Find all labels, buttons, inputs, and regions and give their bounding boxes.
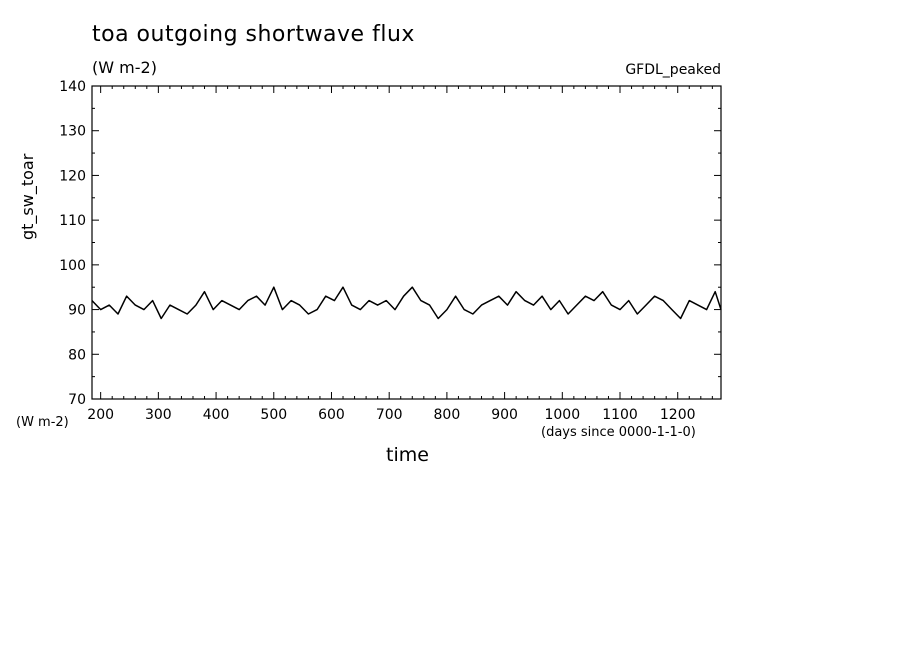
y-tick-label: 140 [59,79,86,95]
x-tick-label: 200 [87,407,114,423]
x-tick-label: 900 [491,407,518,423]
y-tick-label: 90 [68,303,86,319]
chart-title: toa outgoing shortwave flux [92,22,415,47]
y-tick-label: 120 [59,168,86,184]
y-axis-units: (W m-2) [16,415,69,430]
tick-labels: 200 300 400 500 600 700 800 900 1000 1100 1200 70 80… [59,79,695,423]
x-tick-label: 400 [203,407,230,423]
series-line [91,286,722,320]
y-tick-label: 110 [59,213,86,229]
chart-subtitle: (W m-2) [92,58,157,77]
x-tick-label: 600 [318,407,345,423]
y-tick-label: 80 [68,347,86,363]
y-tick-label: 70 [68,392,86,408]
y-tick-label: 130 [59,124,86,140]
x-tick-label: 700 [376,407,403,423]
x-tick-label: 1100 [602,407,638,423]
x-tick-label: 1000 [544,407,580,423]
x-tick-label: 800 [434,407,461,423]
x-tick-label: 1200 [660,407,696,423]
x-axis-units: (days since 0000-1-1-0) [541,425,696,440]
x-axis-label: time [386,444,429,466]
plot-frame [91,85,722,400]
series-group [91,286,722,320]
x-tick-label: 500 [260,407,287,423]
y-tick-label: 100 [59,258,86,274]
x-tick-label: 300 [145,407,172,423]
axis-ticks [92,85,721,400]
dataset-label: GFDL_peaked [625,62,721,78]
